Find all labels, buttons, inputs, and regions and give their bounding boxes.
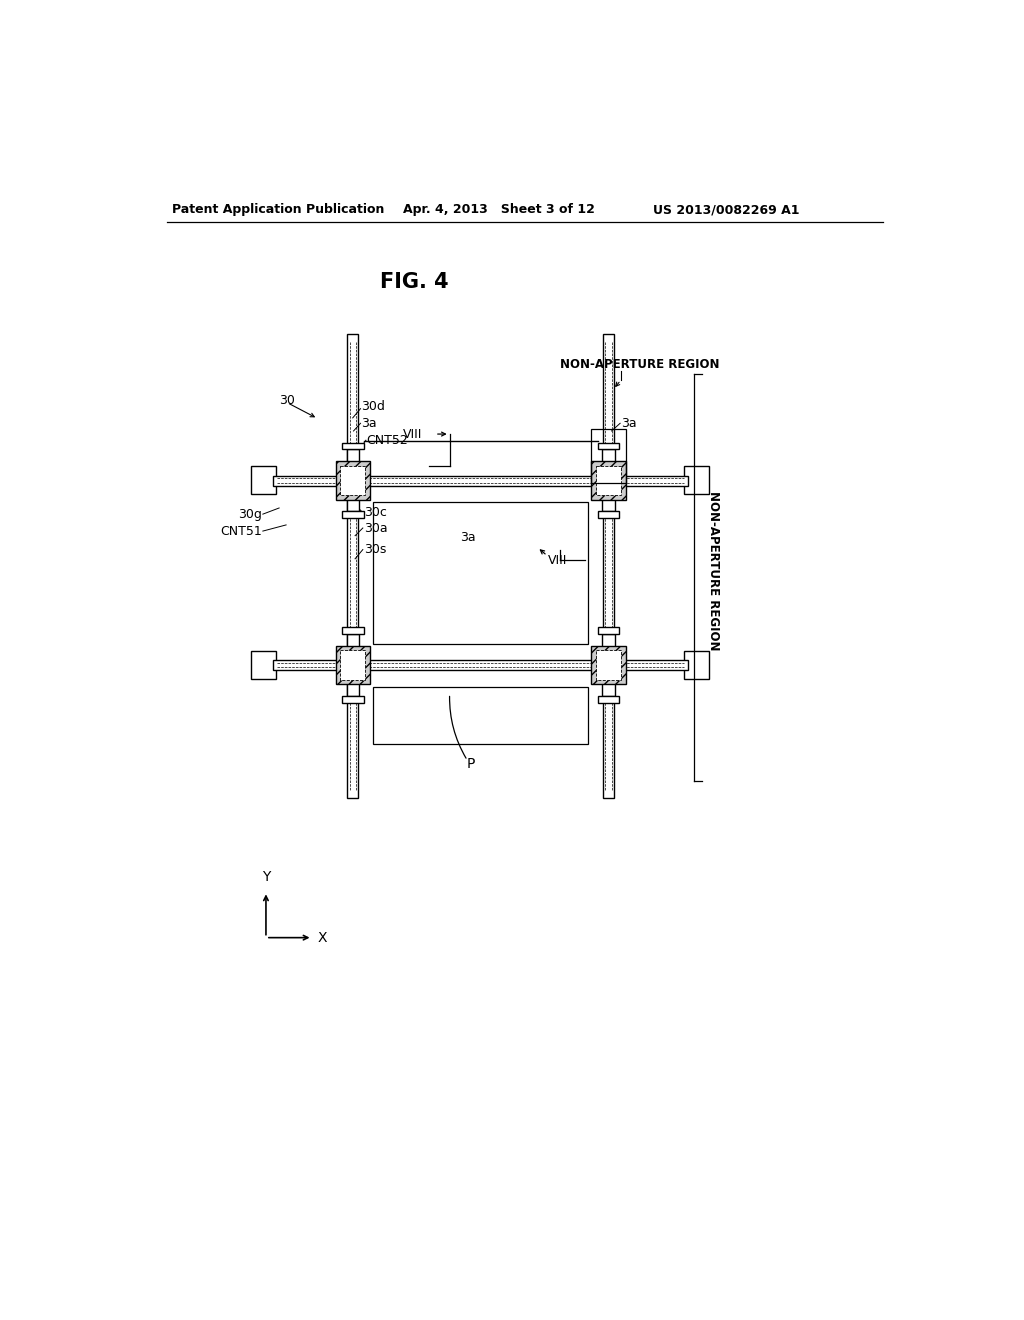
- Text: 3a: 3a: [361, 417, 377, 430]
- Bar: [342, 511, 364, 517]
- Bar: [346, 484, 359, 511]
- Bar: [602, 484, 614, 511]
- Text: NON-APERTURE REGION: NON-APERTURE REGION: [707, 491, 720, 651]
- Bar: [684, 466, 710, 494]
- Text: NON-APERTURE REGION: NON-APERTURE REGION: [560, 358, 720, 371]
- Text: 30a: 30a: [364, 521, 387, 535]
- Text: VIII: VIII: [403, 428, 423, 441]
- Bar: [346, 669, 359, 696]
- Bar: [373, 502, 589, 644]
- Text: 30g: 30g: [239, 508, 262, 520]
- Bar: [598, 442, 620, 449]
- Text: 30s: 30s: [364, 543, 386, 556]
- Text: 30: 30: [280, 395, 295, 408]
- Bar: [342, 442, 364, 449]
- Text: X: X: [317, 931, 327, 945]
- Text: 3a: 3a: [621, 417, 637, 430]
- Bar: [336, 461, 370, 499]
- Bar: [346, 635, 359, 660]
- Bar: [273, 475, 687, 486]
- Bar: [592, 461, 626, 499]
- Text: Y: Y: [262, 870, 270, 884]
- Text: CNT52: CNT52: [367, 434, 409, 446]
- Bar: [336, 645, 370, 684]
- Bar: [603, 334, 614, 797]
- Text: Patent Application Publication: Patent Application Publication: [172, 203, 385, 216]
- Text: VIII: VIII: [548, 554, 567, 566]
- Bar: [251, 651, 276, 678]
- Bar: [342, 627, 364, 635]
- Bar: [598, 511, 620, 517]
- Text: 30d: 30d: [361, 400, 385, 413]
- Bar: [373, 686, 589, 744]
- Bar: [596, 651, 621, 680]
- Bar: [340, 466, 366, 495]
- Bar: [592, 645, 626, 684]
- Bar: [342, 696, 364, 702]
- Bar: [598, 627, 620, 635]
- Bar: [684, 651, 710, 678]
- Text: US 2013/0082269 A1: US 2013/0082269 A1: [653, 203, 800, 216]
- Bar: [602, 669, 614, 696]
- Text: CNT51: CNT51: [220, 524, 262, 537]
- Bar: [340, 651, 366, 680]
- Bar: [347, 334, 358, 797]
- Bar: [596, 466, 621, 495]
- Bar: [591, 429, 627, 483]
- Bar: [273, 660, 687, 671]
- Bar: [251, 466, 276, 494]
- Text: FIG. 4: FIG. 4: [381, 272, 450, 292]
- Text: P: P: [466, 758, 475, 771]
- Bar: [602, 449, 614, 475]
- Bar: [346, 449, 359, 475]
- Bar: [598, 696, 620, 702]
- Text: 3a: 3a: [460, 531, 475, 544]
- Text: 30c: 30c: [364, 506, 386, 519]
- Text: Apr. 4, 2013   Sheet 3 of 12: Apr. 4, 2013 Sheet 3 of 12: [403, 203, 595, 216]
- Bar: [602, 635, 614, 660]
